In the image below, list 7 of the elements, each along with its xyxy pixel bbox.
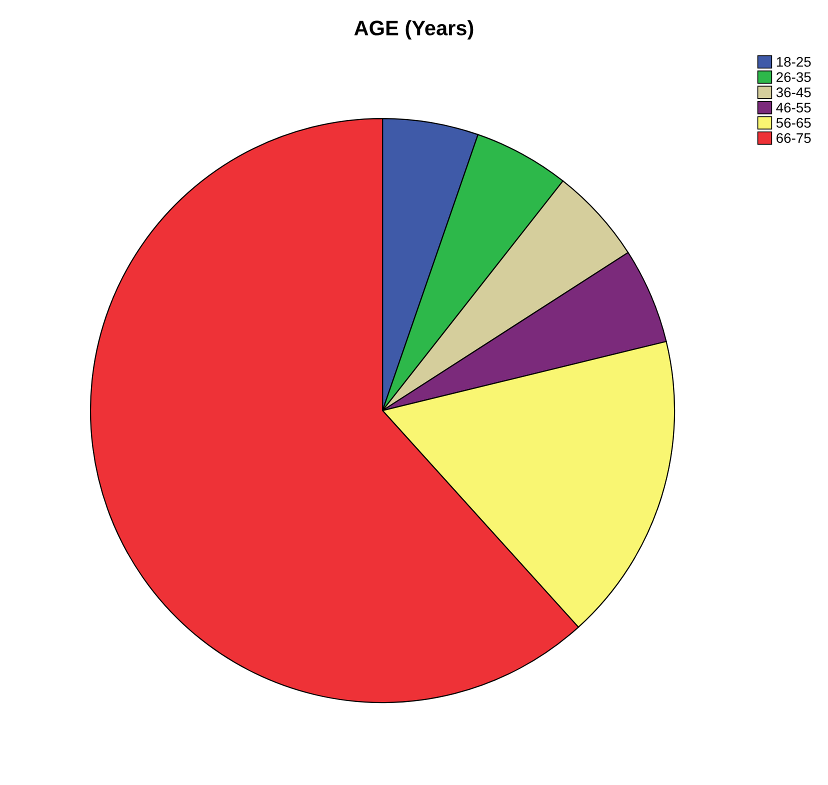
legend-label: 46-55 <box>776 102 811 113</box>
legend-label: 66-75 <box>776 133 811 143</box>
chart-title: AGE (Years) <box>354 20 474 40</box>
legend-label: 26-35 <box>776 72 811 82</box>
legend-label: 56-65 <box>776 118 811 128</box>
legend-label: 36-45 <box>776 87 811 98</box>
legend-label: 18-25 <box>776 56 811 67</box>
